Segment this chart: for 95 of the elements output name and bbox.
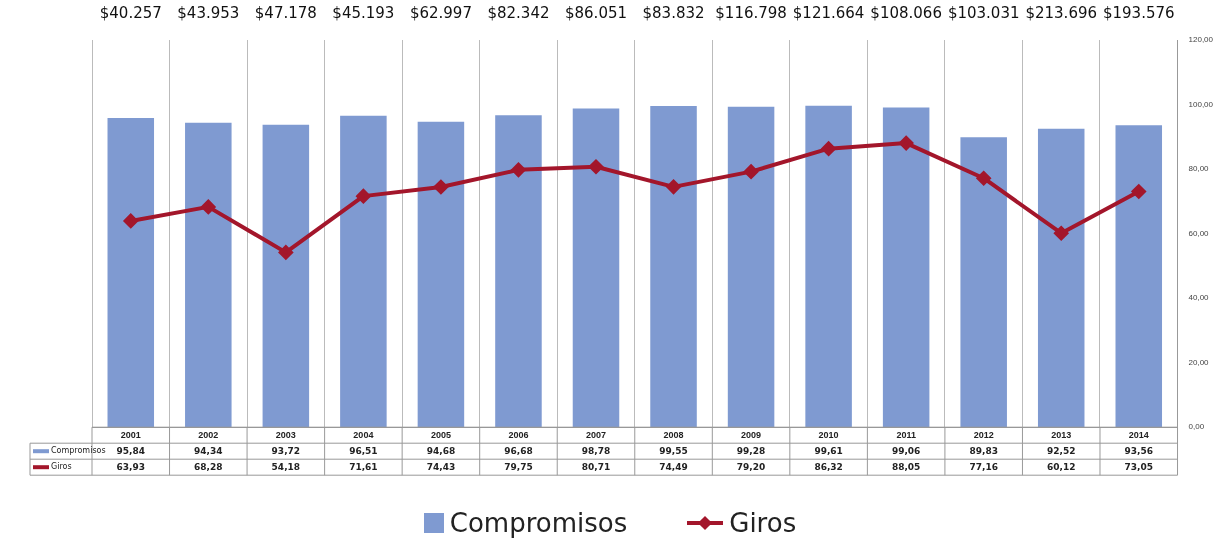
x-tick-label: 2002: [198, 430, 219, 441]
point: [201, 199, 216, 214]
data-label: 73,05: [1124, 461, 1153, 472]
x-tick-label: 2013: [1051, 430, 1072, 441]
point: [511, 162, 526, 177]
text: $45.193: [332, 4, 395, 23]
bar: [882, 107, 930, 428]
text: $108.066: [870, 4, 942, 23]
y-tick-label: 0,00: [1188, 422, 1205, 432]
bar: [185, 122, 232, 428]
bar: [727, 106, 775, 428]
data-label: 54,18: [271, 461, 301, 472]
data-label: 71,61: [349, 461, 378, 472]
text: $116.798: [715, 4, 787, 23]
data-label: 99,61: [814, 445, 843, 456]
x-tick-label: 2009: [741, 430, 762, 441]
data-label: 98,78: [581, 445, 611, 456]
y-tick-label: 80,00: [1188, 164, 1210, 174]
x-tick-label: 2011: [896, 430, 916, 441]
bar: [1037, 128, 1085, 428]
data-label: 60,12: [1046, 461, 1076, 472]
x-tick-label: 2008: [663, 430, 684, 441]
point: [821, 141, 836, 156]
point: [356, 189, 371, 204]
data-label: 96,51: [349, 445, 378, 456]
point: [666, 179, 681, 194]
data-label: 94,34: [194, 445, 223, 456]
legend-label: Giros: [51, 462, 72, 472]
data-label: 74,49: [659, 461, 688, 472]
data-label: 93,72: [271, 445, 301, 456]
x-tick-label: 2001: [120, 430, 141, 441]
x-tick-label: 2007: [585, 430, 607, 441]
data-label: 80,71: [581, 461, 611, 472]
data-label: 94,68: [426, 445, 456, 456]
x-tick-label: 2005: [430, 430, 451, 441]
bar: [262, 124, 310, 428]
bar: [960, 137, 1007, 428]
text: Giros: [729, 507, 797, 538]
data-label: 77,16: [969, 461, 998, 472]
bar: [572, 108, 620, 428]
data-label: 74,43: [426, 461, 456, 472]
data-label: 79,75: [504, 461, 533, 472]
data-label: 88,05: [891, 461, 921, 472]
text: $83.832: [642, 4, 705, 23]
data-label: 63,93: [116, 461, 145, 472]
text: $121.664: [792, 4, 865, 23]
bar: [107, 117, 155, 428]
x-tick-label: 2014: [1128, 430, 1149, 441]
point: [278, 245, 293, 260]
x-tick-label: 2012: [973, 430, 994, 441]
legend-label: Compromisos: [51, 446, 106, 456]
data-label: 96,68: [504, 445, 533, 456]
data-label: 99,55: [659, 445, 688, 456]
x-tick-label: 2010: [818, 430, 839, 441]
data-label: 92,52: [1046, 445, 1076, 456]
y-tick-label: 40,00: [1188, 293, 1210, 303]
data-label: 68,28: [194, 461, 223, 472]
bar: [417, 121, 465, 428]
point: [899, 136, 914, 151]
text: $47.178: [254, 4, 317, 23]
text: $82.342: [487, 4, 550, 23]
y-tick-label: 120,00: [1188, 35, 1214, 45]
x-tick-label: 2006: [508, 430, 529, 441]
text: $62.997: [409, 4, 472, 23]
y-tick-label: 20,00: [1188, 357, 1210, 367]
text: $213.696: [1025, 4, 1098, 23]
text: $86.051: [564, 4, 628, 23]
data-label: 99,28: [736, 445, 766, 456]
text: Compromisos: [449, 507, 628, 538]
bar: [1115, 125, 1163, 428]
data-label: 93,56: [1124, 445, 1153, 456]
y-tick-label: 60,00: [1188, 228, 1210, 238]
data-label: 89,83: [969, 445, 998, 456]
data-label: 99,06: [891, 445, 921, 456]
bar: [805, 105, 852, 428]
point: [1054, 226, 1069, 241]
data-label: 79,20: [736, 461, 766, 472]
x-tick-label: 2003: [275, 430, 296, 441]
text: $193.576: [1102, 4, 1175, 23]
bar: [650, 105, 697, 428]
text: $103.031: [947, 4, 1020, 23]
point: [123, 213, 138, 228]
point: [744, 164, 759, 179]
data-label: 86,32: [814, 461, 843, 472]
point: [589, 159, 603, 174]
text: $43.953: [177, 4, 240, 23]
point: [976, 171, 991, 186]
y-tick-label: 100,00: [1188, 99, 1214, 109]
bar: [495, 115, 542, 428]
point: [1131, 184, 1146, 199]
data-label: 95,84: [116, 445, 145, 456]
bar: [340, 115, 387, 428]
text: $40.257: [99, 4, 162, 23]
x-tick-label: 2004: [353, 430, 374, 441]
point: [433, 180, 448, 195]
